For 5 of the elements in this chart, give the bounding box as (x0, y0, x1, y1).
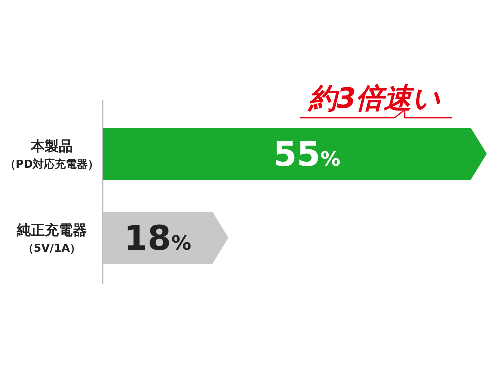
data-label: 55% (273, 135, 341, 175)
y-tick-label: 本製品（PD対応充電器） (4, 139, 100, 171)
y-tick-label: 純正充電器（5V/1A） (16, 222, 87, 255)
annotation: 約3倍速い (306, 82, 442, 115)
data-label: 18% (124, 219, 192, 259)
